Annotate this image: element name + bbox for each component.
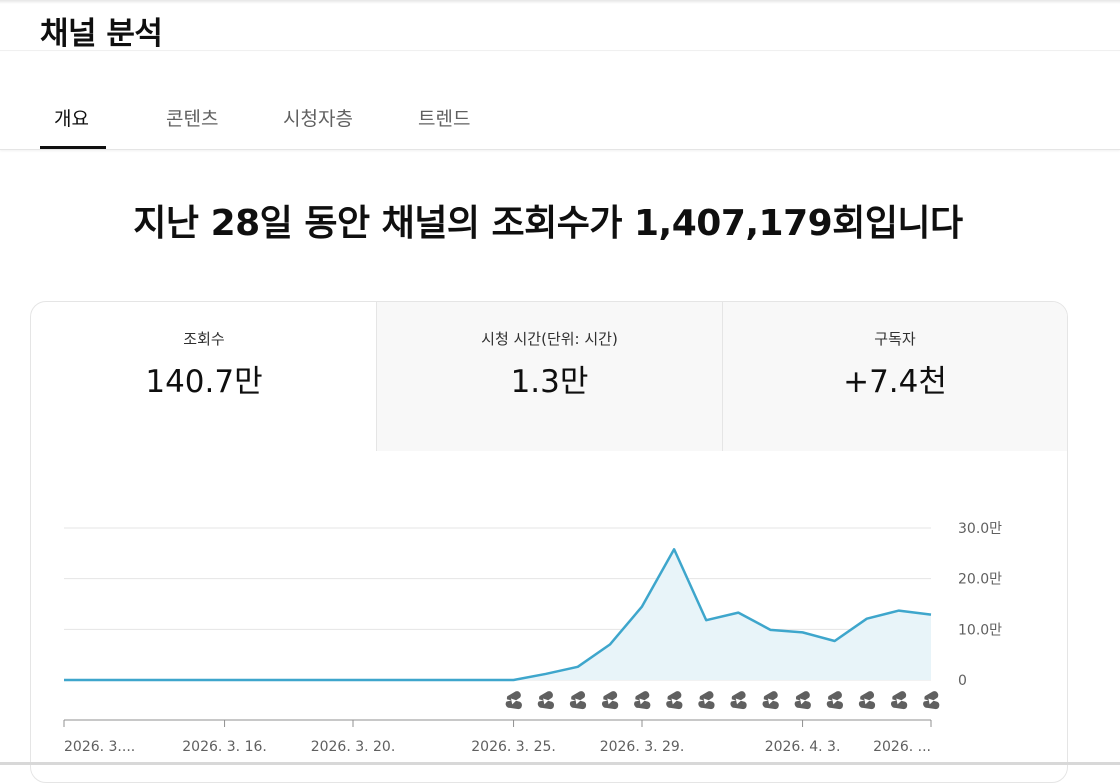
tab-trends[interactable]: 트렌드 [418,108,471,130]
shorts-icon[interactable] [503,690,524,712]
views-area [64,549,931,680]
shorts-icon[interactable] [824,690,845,712]
bottom-border [0,762,1120,765]
metric-watch-time-label: 시청 시간(단위: 시간) [481,330,618,348]
x-tick-label: 2026. 3. 20. [311,739,396,755]
x-tick-label: 2026. ... [873,739,931,755]
metric-subscribers[interactable]: 구독자 +7.4천 [722,302,1067,451]
shorts-icon[interactable] [792,690,813,712]
y-tick-label: 10.0만 [958,622,1002,638]
x-tick-label: 2026. 3. 16. [182,739,267,755]
metric-views[interactable]: 조회수 140.7만 [31,302,377,451]
header: 채널 분석 [0,4,1120,52]
shorts-icon[interactable] [567,690,588,712]
views-chart: 30.0만 20.0만 10.0만 0 2026. 3.... 2026. 3. 16. 2… [63,521,1002,755]
shorts-icon[interactable] [856,690,877,712]
active-tab-indicator [40,146,106,149]
x-tick-label: 2026. 4. 3. [765,739,841,755]
tab-content[interactable]: 콘텐츠 [166,108,219,130]
x-tick-label: 2026. 3.... [64,739,135,755]
page-title: 채널 분석 [40,16,163,52]
metrics-card: 조회수 140.7만 시청 시간(단위: 시간) 1.3만 구독자 +7.4천 … [30,301,1068,783]
metric-watch-time-value: 1.3만 [510,364,589,400]
x-tick-label: 2026. 3. 29. [600,739,685,755]
metric-subscribers-label: 구독자 [874,330,916,348]
metric-views-label: 조회수 [183,330,225,348]
tab-bar: 개요 콘텐츠 시청자층 트렌드 [0,52,1120,150]
shorts-icon[interactable] [888,690,909,712]
tab-audience[interactable]: 시청자층 [283,108,353,130]
metric-watch-time[interactable]: 시청 시간(단위: 시간) 1.3만 [376,302,722,451]
metric-subscribers-value: +7.4천 [843,364,947,400]
summary-headline: 지난 28일 동안 채널의 조회수가 1,407,179회입니다 [133,203,963,244]
tab-overview[interactable]: 개요 [54,108,89,130]
shorts-icon[interactable] [920,690,942,712]
y-tick-label: 20.0만 [958,572,1002,588]
shorts-icon[interactable] [599,690,620,712]
y-tick-label: 0 [958,673,967,689]
shorts-icon[interactable] [728,690,749,712]
shorts-icon[interactable] [535,690,556,712]
views-line [64,548,932,682]
top-shadow [0,0,1120,4]
y-tick-label: 30.0만 [958,521,1002,537]
metric-views-value: 140.7만 [145,364,263,400]
shorts-icon[interactable] [664,690,685,712]
x-tick-label: 2026. 3. 25. [471,739,556,755]
shorts-icon[interactable] [696,690,717,712]
shorts-icon[interactable] [631,690,653,712]
shorts-icon[interactable] [760,690,781,712]
